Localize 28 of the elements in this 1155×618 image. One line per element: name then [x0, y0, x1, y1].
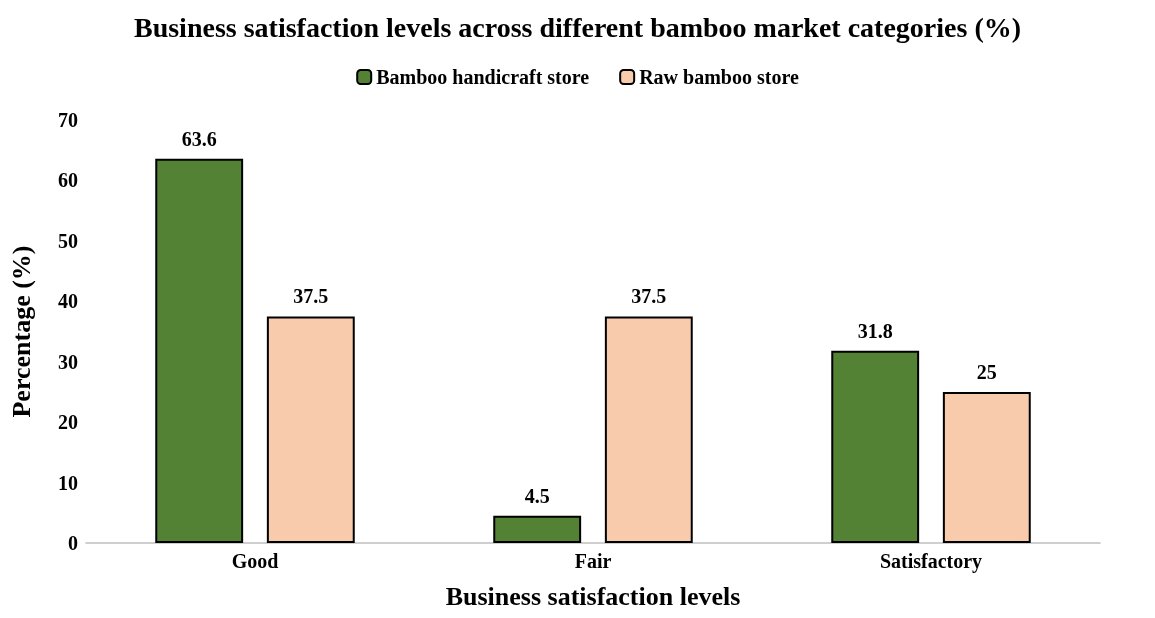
y-tick-label: 30: [58, 350, 78, 373]
x-tick-label: Good: [231, 550, 279, 572]
y-tick-label: 20: [58, 411, 78, 434]
bar: [604, 316, 693, 543]
legend-label: Raw bamboo store: [639, 66, 799, 88]
bar: [155, 158, 244, 543]
x-tick-label: Fair: [574, 550, 612, 572]
bar: [831, 350, 920, 543]
x-tick-label: Satisfactory: [879, 550, 983, 573]
y-tick-label: 10: [58, 471, 78, 494]
y-tick-label: 50: [58, 229, 78, 252]
y-tick-label: 0: [68, 532, 78, 554]
bar: [266, 316, 355, 543]
data-label: 37.5: [293, 285, 329, 308]
y-tick-label: 40: [58, 290, 78, 313]
y-axis-title: Percentage (%): [6, 245, 36, 418]
y-tick-label: 70: [58, 109, 78, 131]
data-label: 37.5: [631, 285, 667, 308]
data-label: 4.5: [524, 484, 550, 507]
data-label: 63.6: [181, 127, 217, 150]
chart-title: Business satisfaction levels across different bamboo market categories (%): [133, 11, 1022, 43]
legend-label: Bamboo handicraft store: [376, 66, 590, 88]
data-label: 25: [976, 360, 997, 383]
y-tick-label: 60: [58, 169, 78, 192]
data-label: 31.8: [857, 319, 893, 342]
x-axis-title: Business satisfaction levels: [445, 581, 741, 611]
bar: [942, 391, 1031, 543]
bar: [493, 515, 582, 543]
